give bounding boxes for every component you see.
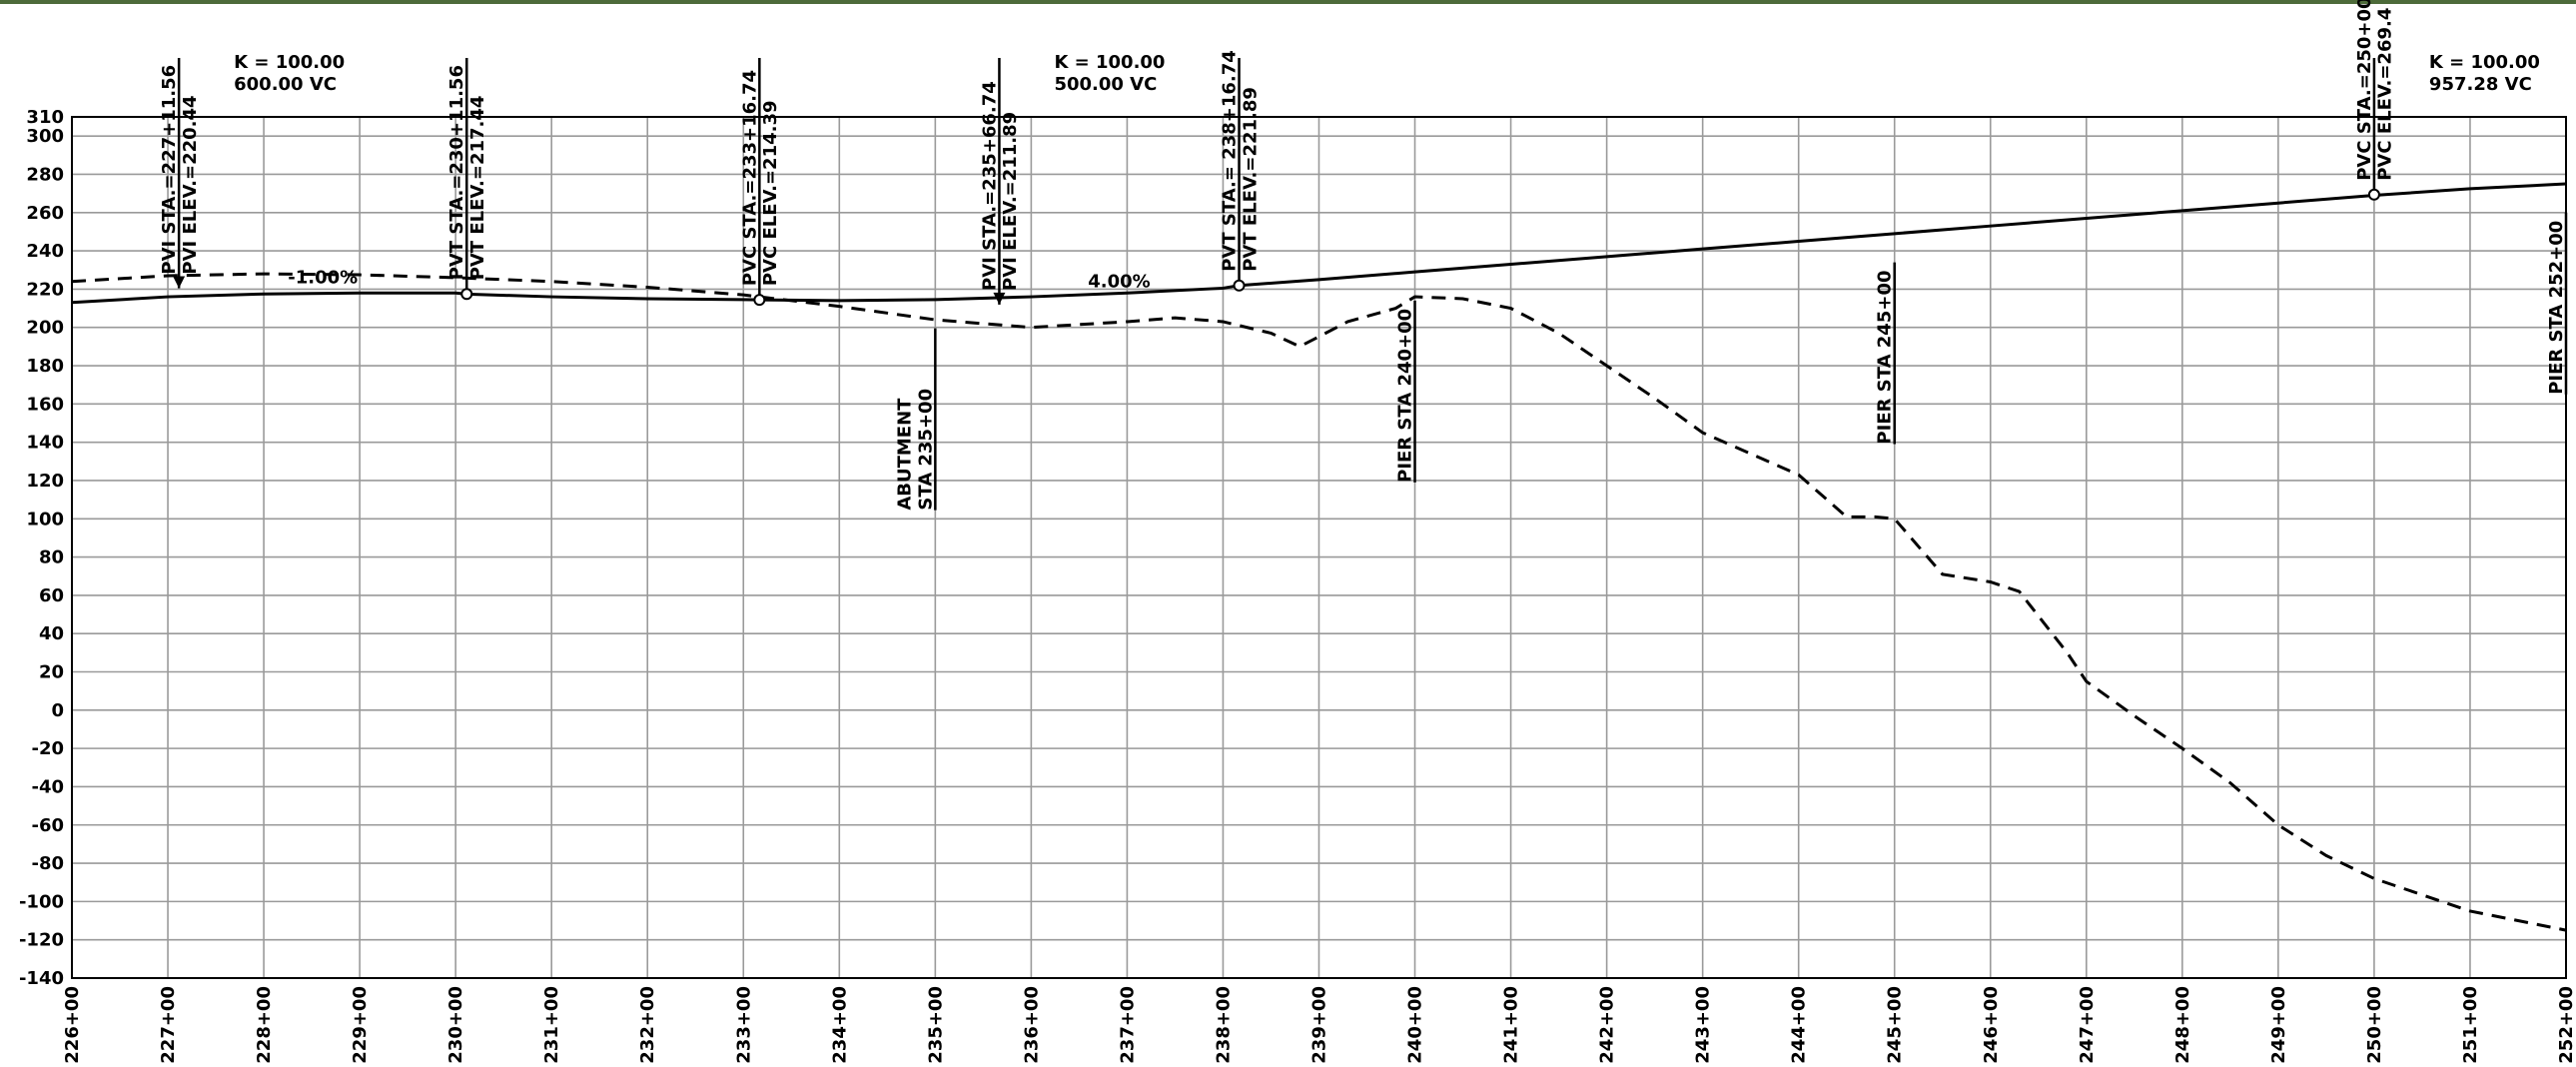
x-tick-label: 248+00	[2172, 986, 2193, 1064]
x-tick-label: 243+00	[1693, 986, 1714, 1064]
x-tick-label: 234+00	[829, 986, 850, 1064]
elevation-label: PVT ELEV.=217.44	[467, 96, 488, 281]
pier-label: ABUTMENT	[894, 398, 915, 511]
curve-label: 500.00 VC	[1054, 74, 1157, 95]
y-tick-label: -100	[19, 891, 64, 912]
y-tick-label: 310	[26, 107, 64, 128]
y-tick-label: 0	[51, 700, 64, 721]
x-tick-label: 236+00	[1021, 986, 1042, 1064]
x-tick-label: 252+00	[2556, 986, 2576, 1064]
y-tick-label: 20	[39, 662, 64, 683]
y-tick-label: 40	[39, 623, 64, 644]
x-tick-label: 228+00	[254, 986, 275, 1064]
y-tick-label: 280	[26, 164, 64, 185]
x-tick-label: 247+00	[2077, 986, 2098, 1064]
y-tick-label: 300	[26, 126, 64, 147]
x-tick-label: 242+00	[1597, 986, 1618, 1064]
pier-label: PIER STA 245+00	[1875, 270, 1896, 444]
profile-line	[71, 272, 2567, 932]
y-tick-label: 80	[39, 547, 64, 568]
x-tick-label: 241+00	[1501, 986, 1522, 1064]
vpi-marker	[460, 288, 473, 301]
pier-label: PIER STA 252+00	[2546, 221, 2567, 395]
curve-label: 600.00 VC	[234, 74, 337, 95]
station-label: PVT STA.=230+11.56	[446, 65, 467, 280]
plot-frame	[71, 116, 2567, 979]
pier-label: STA 235+00	[915, 389, 936, 511]
grade-label: 4.00%	[1088, 271, 1150, 292]
x-tick-label: 227+00	[158, 986, 179, 1064]
curve-label: K = 100.00	[1054, 52, 1165, 73]
y-tick-label: -140	[19, 968, 64, 989]
station-label: PVI STA.=227+11.56	[159, 65, 180, 275]
vpi-marker	[2367, 188, 2380, 201]
x-tick-label: 232+00	[637, 986, 658, 1064]
y-tick-label: 120	[26, 471, 64, 492]
x-tick-label: 246+00	[1981, 986, 2002, 1064]
x-tick-label: 249+00	[2268, 986, 2289, 1064]
vpi-marker	[993, 292, 1006, 305]
x-tick-label: 244+00	[1789, 986, 1810, 1064]
elevation-label: PVC ELEV.=269.4	[2375, 8, 2396, 181]
vpi-marker	[753, 294, 766, 307]
elevation-label: PVT ELEV.=221.89	[1240, 87, 1261, 272]
y-tick-label: 260	[26, 203, 64, 224]
elevation-label: PVI ELEV.=211.89	[1000, 112, 1021, 291]
x-tick-label: 237+00	[1117, 986, 1138, 1064]
x-tick-label: 231+00	[541, 986, 562, 1064]
x-tick-label: 226+00	[62, 986, 83, 1064]
y-tick-label: -120	[19, 930, 64, 951]
y-tick-label: -60	[31, 815, 64, 836]
x-tick-label: 250+00	[2364, 986, 2385, 1064]
y-tick-label: 200	[26, 318, 64, 339]
x-tick-label: 240+00	[1405, 986, 1426, 1064]
vpi-marker	[173, 276, 186, 289]
station-label: PVC STA.=250+00	[2354, 0, 2375, 181]
y-tick-label: 240	[26, 241, 64, 262]
station-label: PVI STA.=235+66.74	[979, 81, 1000, 291]
top-strip	[0, 0, 2576, 4]
y-tick-label: -80	[31, 853, 64, 874]
curve-label: 957.28 VC	[2429, 74, 2532, 95]
y-tick-label: 100	[26, 509, 64, 530]
y-tick-label: 180	[26, 356, 64, 377]
x-tick-label: 229+00	[350, 986, 371, 1064]
x-tick-label: 251+00	[2460, 986, 2481, 1064]
y-tick-label: -20	[31, 738, 64, 759]
y-tick-label: 160	[26, 394, 64, 415]
pier-label: PIER STA 240+00	[1395, 309, 1416, 483]
y-tick-label: 220	[26, 279, 64, 300]
x-tick-label: 245+00	[1885, 986, 1906, 1064]
y-tick-label: -40	[31, 776, 64, 797]
x-tick-label: 238+00	[1213, 986, 1234, 1064]
station-label: PVC STA.=233+16.74	[739, 70, 760, 286]
curve-label: K = 100.00	[234, 52, 345, 73]
y-tick-label: 60	[39, 585, 64, 606]
station-label: PVT STA.= 238+16.74	[1220, 50, 1241, 272]
x-tick-label: 239+00	[1309, 986, 1330, 1064]
elevation-label: PVI ELEV.=220.44	[180, 95, 201, 274]
curve-label: K = 100.00	[2429, 52, 2540, 73]
grade-label: -1.00%	[288, 267, 358, 288]
x-tick-label: 230+00	[445, 986, 466, 1064]
y-tick-label: 140	[26, 433, 64, 454]
elevation-label: PVC ELEV.=214.39	[760, 100, 781, 286]
x-tick-label: 235+00	[925, 986, 946, 1064]
vpi-marker	[1233, 279, 1246, 292]
x-tick-label: 233+00	[733, 986, 754, 1064]
